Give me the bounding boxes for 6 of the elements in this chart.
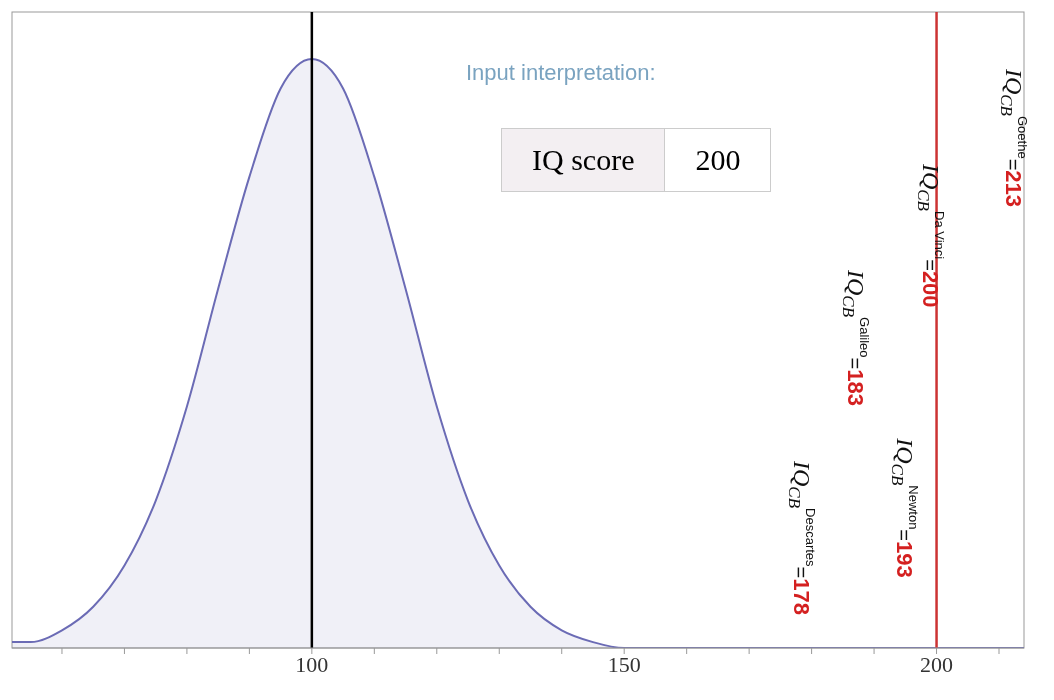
annotation: Input interpretation: xyxy=(466,60,656,86)
annotation: IQ score xyxy=(502,129,665,191)
x-tick-label: 150 xyxy=(607,651,641,677)
x-tick-label: 100 xyxy=(295,651,329,677)
x-tick-label: 200 xyxy=(920,651,954,677)
annotation: 200 xyxy=(664,129,771,191)
